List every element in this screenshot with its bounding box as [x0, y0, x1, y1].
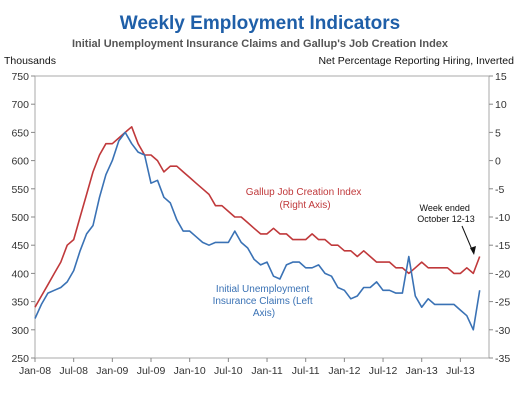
claims-annotation-line-2: Insurance Claims (Left	[213, 296, 313, 307]
right-axis-tick-label: -15	[495, 240, 510, 252]
right-axis-tick-label: 15	[495, 71, 507, 83]
right-axis-label: Net Percentage Reporting Hiring, Inverte…	[318, 55, 514, 67]
week-annotation-arrowhead	[470, 246, 476, 255]
right-axis-tick-label: 5	[495, 127, 501, 139]
x-axis-tick-label: Jan-10	[174, 365, 206, 377]
chart-subtitle: Initial Unemployment Insurance Claims an…	[72, 38, 449, 50]
series-group	[34, 126, 481, 331]
right-axis-tick-label: 0	[495, 156, 501, 168]
left-axis-tick-label: 700	[11, 99, 29, 111]
right-axis-tick-label: -30	[495, 325, 510, 337]
left-axis-tick-label: 650	[11, 127, 29, 139]
left-axis-tick-label: 350	[11, 297, 29, 309]
right-axis-tick-label: -5	[495, 184, 504, 196]
gallup-annotation-line-1: Gallup Job Creation Index	[246, 187, 362, 198]
left-axis-tick-label: 750	[11, 71, 29, 83]
x-axis-tick-label: Jan-09	[96, 365, 128, 377]
week-annotation-line-2: October 12-13	[417, 214, 475, 224]
left-axis: 250 300 350 400 450 500 550 600 650 700 750	[11, 71, 35, 365]
right-axis: 15 10 5 0 -5 -10 -15 -20 -25 -30 -35	[489, 71, 510, 365]
left-axis-tick-label: 450	[11, 240, 29, 252]
left-axis-tick-label: 250	[11, 353, 29, 365]
right-axis-tick-label: -20	[495, 268, 510, 280]
right-axis-tick-label: -25	[495, 297, 510, 309]
x-axis-tick-label: Jul-10	[214, 365, 243, 377]
x-axis-tick-label: Jan-13	[406, 365, 438, 377]
left-axis-label: Thousands	[4, 55, 56, 67]
x-axis-tick-label: Jul-12	[369, 365, 398, 377]
x-axis-tick-label: Jul-09	[137, 365, 166, 377]
claims-annotation-line-3: Axis)	[253, 308, 275, 319]
x-axis: Jan-08 Jul-08 Jan-09 Jul-09 Jan-10 Jul-10 Jan-…	[19, 358, 475, 377]
x-axis-tick-label: Jul-13	[446, 365, 475, 377]
week-annotation: Week ended October 12-13	[417, 203, 475, 224]
left-axis-tick-label: 500	[11, 212, 29, 224]
left-axis-tick-label: 400	[11, 268, 29, 280]
right-axis-tick-label: 10	[495, 99, 507, 111]
x-axis-tick-label: Jan-12	[328, 365, 360, 377]
left-axis-tick-label: 600	[11, 156, 29, 168]
claims-series-line	[34, 131, 481, 331]
left-axis-tick-label: 550	[11, 184, 29, 196]
x-axis-tick-label: Jul-08	[59, 365, 88, 377]
gallup-annotation: Gallup Job Creation Index (Right Axis)	[246, 187, 364, 211]
gallup-annotation-line-2: (Right Axis)	[279, 200, 330, 211]
chart-title: Weekly Employment Indicators	[120, 13, 401, 34]
x-axis-tick-label: Jan-11	[251, 365, 282, 377]
right-axis-tick-label: -10	[495, 212, 510, 224]
claims-annotation: Initial Unemployment Insurance Claims (L…	[213, 284, 316, 319]
x-axis-tick-label: Jan-08	[19, 365, 51, 377]
claims-annotation-line-1: Initial Unemployment	[216, 284, 310, 295]
week-annotation-line-1: Week ended	[420, 203, 470, 213]
left-axis-tick-label: 300	[11, 325, 29, 337]
x-axis-tick-label: Jul-11	[292, 365, 320, 377]
right-axis-tick-label: -35	[495, 353, 510, 365]
